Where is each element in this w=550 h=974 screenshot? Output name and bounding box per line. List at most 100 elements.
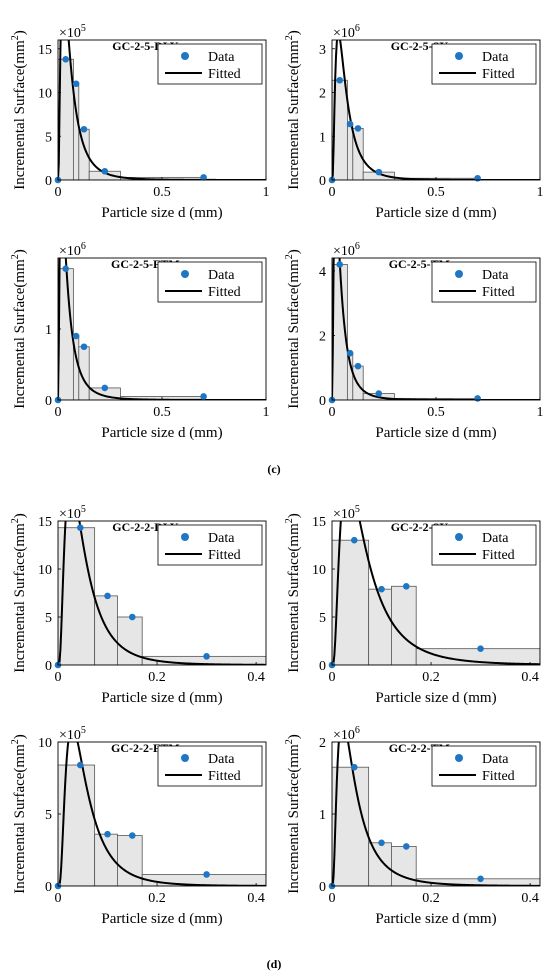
legend-data-marker — [181, 533, 189, 541]
y-multiplier-base: ×10 — [333, 728, 355, 743]
x-tick-label: 0.2 — [422, 891, 440, 906]
axes-box — [57, 520, 267, 666]
y-label-sup: 2 — [10, 35, 21, 40]
legend-fitted-label: Fitted — [208, 67, 241, 82]
y-tick-label: 10 — [312, 563, 326, 578]
y-axis-label: Incremental Surface(mm2) — [10, 249, 28, 409]
x-axis-label: Particle size d (mm) — [101, 690, 222, 706]
y-tick-label: 1 — [45, 323, 52, 338]
y-label-close: ) — [12, 734, 28, 739]
y-axis-label: Incremental Surface(mm2) — [10, 734, 28, 894]
y-tick-label: 15 — [38, 515, 52, 530]
y-multiplier-exponent: 6 — [81, 241, 86, 252]
legend-data-marker — [455, 533, 463, 541]
y-tick-label: 10 — [38, 736, 52, 751]
data-point — [477, 875, 484, 883]
y-tick-label: 1 — [319, 130, 326, 145]
y-tick-label: 5 — [45, 611, 52, 626]
y-axis-label: Incremental Surface(mm2) — [284, 513, 302, 673]
y-tick-label: 0 — [319, 659, 326, 674]
y-tick-label: 2 — [319, 329, 326, 344]
x-tick-label: 0 — [329, 405, 336, 420]
y-tick-label: 0 — [45, 174, 52, 189]
data-point — [354, 125, 362, 132]
legend-fitted-label: Fitted — [208, 769, 241, 784]
y-tick-label: 10 — [38, 87, 52, 102]
legend-box — [431, 524, 537, 566]
x-tick-label: 0.5 — [153, 185, 171, 200]
y-multiplier-exponent: 6 — [355, 241, 360, 252]
x-axis-label: Particle size d (mm) — [101, 205, 222, 221]
x-tick-label: 0 — [329, 891, 336, 906]
x-tick-label: 0.5 — [427, 405, 445, 420]
data-point — [378, 585, 385, 593]
legend-fitted-label: Fitted — [208, 548, 241, 563]
data-point — [101, 384, 109, 392]
y-label-main: Incremental Surface(mm — [12, 259, 28, 409]
legend-data-marker — [181, 270, 189, 278]
x-tick-label: 1 — [537, 405, 544, 420]
data-point — [62, 265, 69, 272]
legend-box — [157, 261, 263, 303]
y-multiplier-exponent: 6 — [355, 23, 360, 34]
x-tick-label: 0.4 — [247, 891, 265, 906]
y-tick-label: 15 — [38, 43, 52, 58]
x-tick-label: 0 — [55, 670, 62, 685]
x-axis-label: Particle size d (mm) — [101, 425, 222, 441]
y-label-sup: 2 — [10, 518, 21, 523]
x-tick-label: 0 — [55, 405, 62, 420]
y-multiplier: ×105 — [333, 504, 360, 522]
legend: Data Fitted — [431, 745, 537, 787]
data-point — [80, 343, 88, 351]
legend-fitted-label: Fitted — [482, 67, 515, 82]
y-label-main: Incremental Surface(mm — [12, 523, 28, 673]
y-multiplier-exponent: 5 — [81, 725, 86, 736]
fitted-curve — [332, 521, 540, 665]
legend-fitted-label: Fitted — [482, 769, 515, 784]
y-multiplier-exponent: 5 — [81, 23, 86, 34]
data-point — [477, 645, 484, 652]
y-label-sup: 2 — [10, 254, 21, 259]
data-point — [101, 167, 109, 175]
x-tick-label: 0.4 — [521, 670, 539, 685]
legend-data-label: Data — [208, 752, 235, 767]
legend: Data Fitted — [431, 43, 537, 85]
legend-fitted-label: Fitted — [208, 285, 241, 300]
y-label-close: ) — [286, 249, 302, 254]
data-point — [76, 761, 84, 769]
legend: Data Fitted — [157, 524, 263, 566]
x-axis-label: Particle size d (mm) — [375, 425, 496, 441]
legend: Data Fitted — [157, 261, 263, 303]
legend-data-marker — [455, 270, 463, 278]
axes-box — [331, 520, 541, 666]
y-multiplier: ×105 — [59, 23, 86, 41]
y-multiplier-base: ×10 — [59, 244, 81, 259]
data-point — [336, 261, 343, 268]
legend-box — [157, 524, 263, 566]
y-label-main: Incremental Surface(mm — [12, 744, 28, 894]
x-tick-label: 0.5 — [153, 405, 171, 420]
legend-box — [431, 261, 537, 303]
legend-data-marker — [455, 52, 463, 60]
legend-data-marker — [181, 52, 189, 60]
data-point — [80, 125, 88, 133]
y-label-sup: 2 — [284, 35, 295, 40]
y-tick-label: 0 — [319, 880, 326, 895]
x-axis-label: Particle size d (mm) — [375, 690, 496, 706]
data-point — [200, 174, 207, 181]
y-tick-label: 5 — [45, 808, 52, 823]
x-tick-label: 0.5 — [427, 185, 445, 200]
y-label-close: ) — [12, 30, 28, 35]
y-label-close: ) — [12, 513, 28, 518]
y-multiplier: ×106 — [333, 725, 360, 743]
data-point — [346, 349, 354, 357]
y-label-sup: 2 — [284, 739, 295, 744]
data-point — [104, 592, 111, 600]
y-multiplier: ×106 — [333, 241, 360, 259]
y-label-sup: 2 — [284, 518, 295, 523]
